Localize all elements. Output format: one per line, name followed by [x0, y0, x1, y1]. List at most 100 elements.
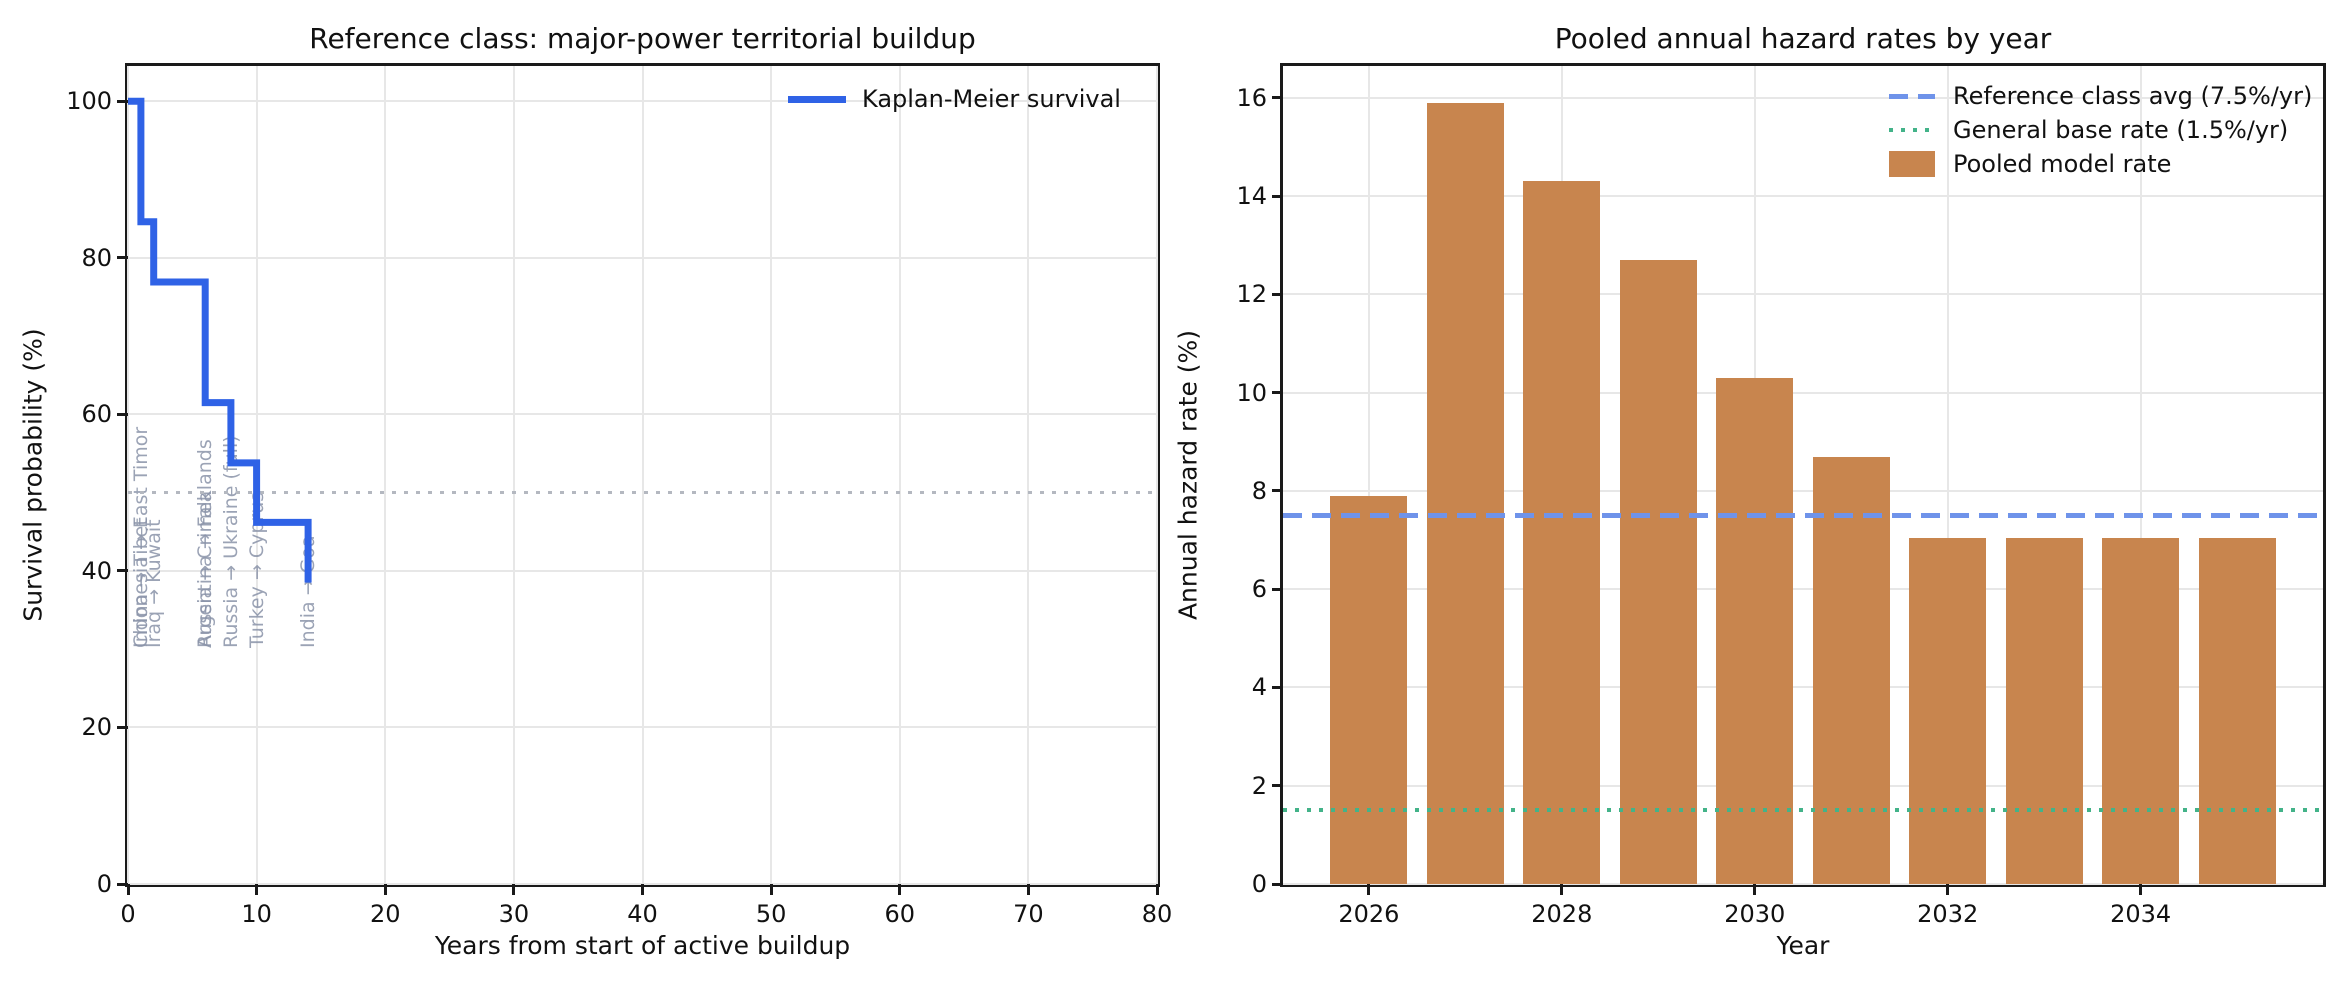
y-tick-80 [117, 256, 128, 260]
bar-2034 [2102, 537, 2180, 884]
gridline-x-30 [512, 66, 515, 884]
y-tick-label-0: 0 [96, 870, 112, 898]
x-tick-label-70: 70 [1013, 900, 1044, 928]
bar-2029 [1619, 260, 1697, 884]
gridline-x-2034 [2139, 66, 2142, 884]
gridline-y-8 [1283, 489, 2323, 492]
reference-line-1.5 [1283, 808, 2323, 813]
pooled-model-bar-swatch [1889, 151, 1935, 177]
x-tick-20 [383, 884, 387, 895]
x-tick-label-60: 60 [884, 900, 916, 928]
x-tick-70 [1026, 884, 1030, 895]
y-tick-4 [1272, 685, 1283, 689]
x-tick-2026 [1367, 884, 1371, 895]
y-tick-label-40: 40 [81, 556, 112, 585]
bar-2031 [1812, 456, 1890, 884]
x-tick-label-10: 10 [241, 900, 272, 928]
x-tick-10 [255, 884, 259, 895]
x-tick-40 [641, 884, 644, 895]
legend-row-pooled-model: Pooled model rate [1889, 147, 2171, 181]
x-tick-label-20: 20 [369, 900, 401, 928]
x-tick-label-2028: 2028 [1531, 900, 1593, 928]
legend-row-base-rate: General base rate (1.5%/yr) [1889, 113, 2288, 147]
x-tick-label-30: 30 [498, 900, 530, 928]
y-tick-label-14: 14 [1236, 182, 1267, 211]
reference-avg-line-swatch [1889, 93, 1935, 99]
y-tick-2 [1272, 784, 1283, 788]
y-tick-label-20: 20 [81, 713, 112, 742]
x-tick-80 [1155, 884, 1159, 895]
gridline-y-100 [128, 100, 1157, 103]
gridline-y-4 [1283, 686, 2323, 689]
y-tick-label-6: 6 [1251, 575, 1267, 604]
x-tick-label-50: 50 [755, 900, 787, 928]
gridline-x-2032 [1946, 66, 1949, 884]
y-tick-label-12: 12 [1236, 280, 1267, 309]
x-tick-label-40: 40 [627, 900, 658, 928]
y-tick-label-8: 8 [1251, 476, 1267, 505]
x-tick-0 [126, 884, 130, 895]
y-tick-label-80: 80 [81, 243, 112, 272]
bar-2026 [1330, 495, 1408, 884]
bar-2030 [1716, 377, 1794, 884]
left-legend: Kaplan-Meier survival [788, 84, 1121, 114]
x-tick-2028 [1560, 884, 1564, 895]
left-chart-title: Reference class: major-power territorial… [309, 22, 976, 55]
gridline-y-80 [128, 256, 1157, 259]
km-line-swatch [788, 95, 846, 103]
y-tick-label-4: 4 [1251, 673, 1267, 702]
gridline-y-0 [1283, 883, 2323, 885]
gridline-y-40 [128, 569, 1157, 572]
y-tick-label-10: 10 [1236, 378, 1267, 407]
x-tick-label-2032: 2032 [1917, 900, 1979, 928]
right-legend: Reference class avg (7.5%/yr) General ba… [1889, 79, 2312, 181]
x-tick-label-0: 0 [120, 900, 136, 928]
y-tick-6 [1272, 587, 1283, 591]
y-tick-label-60: 60 [81, 400, 112, 429]
x-tick-2034 [2139, 884, 2143, 895]
km-curve-svg [128, 97, 312, 583]
reference-line-7.5 [1283, 513, 2323, 519]
bar-2032 [1909, 537, 1987, 884]
y-tick-0 [1272, 882, 1283, 886]
y-tick-label-100: 100 [66, 87, 112, 116]
left-xaxis-label: Years from start of active buildup [434, 931, 851, 960]
gridline-x-50 [770, 66, 773, 884]
left-axes [125, 63, 1160, 887]
y-tick-10 [1272, 391, 1283, 395]
y-tick-60 [117, 412, 128, 416]
gridline-y-12 [1283, 293, 2323, 296]
km-legend-label: Kaplan-Meier survival [862, 85, 1121, 113]
reference-line-median [128, 491, 1157, 495]
right-chart-title: Pooled annual hazard rates by year [1554, 22, 2052, 55]
gridline-x-20 [384, 66, 387, 884]
gridline-y-10 [1283, 391, 2323, 394]
x-tick-2030 [1753, 884, 1757, 895]
x-tick-label-80: 80 [1141, 900, 1173, 928]
gridline-y-2 [1283, 784, 2323, 787]
gridline-x-80 [1156, 66, 1158, 884]
gridline-y-20 [128, 726, 1157, 729]
x-tick-60 [898, 884, 902, 895]
km-step-path [128, 97, 312, 583]
gridline-y-16 [1283, 96, 2323, 99]
x-tick-label-2030: 2030 [1724, 900, 1786, 928]
x-tick-30 [512, 884, 516, 895]
y-tick-20 [117, 725, 128, 729]
bar-2035 [2198, 537, 2276, 884]
base-rate-line-swatch [1889, 128, 1935, 132]
x-tick-2032 [1946, 884, 1950, 895]
gridline-x-40 [641, 66, 644, 884]
y-tick-label-0: 0 [1251, 870, 1267, 898]
right-xaxis-label: Year [1776, 931, 1830, 960]
gridline-y-14 [1283, 195, 2323, 198]
y-tick-100 [117, 99, 128, 103]
y-tick-label-16: 16 [1236, 83, 1267, 112]
gridline-x-0 [127, 66, 129, 884]
x-tick-label-2026: 2026 [1338, 900, 1400, 928]
right-axes [1280, 63, 2326, 887]
base-rate-legend-label: General base rate (1.5%/yr) [1953, 116, 2289, 144]
gridline-x-2026 [1367, 66, 1370, 884]
y-tick-8 [1272, 489, 1283, 493]
x-tick-label-2034: 2034 [2110, 900, 2172, 928]
